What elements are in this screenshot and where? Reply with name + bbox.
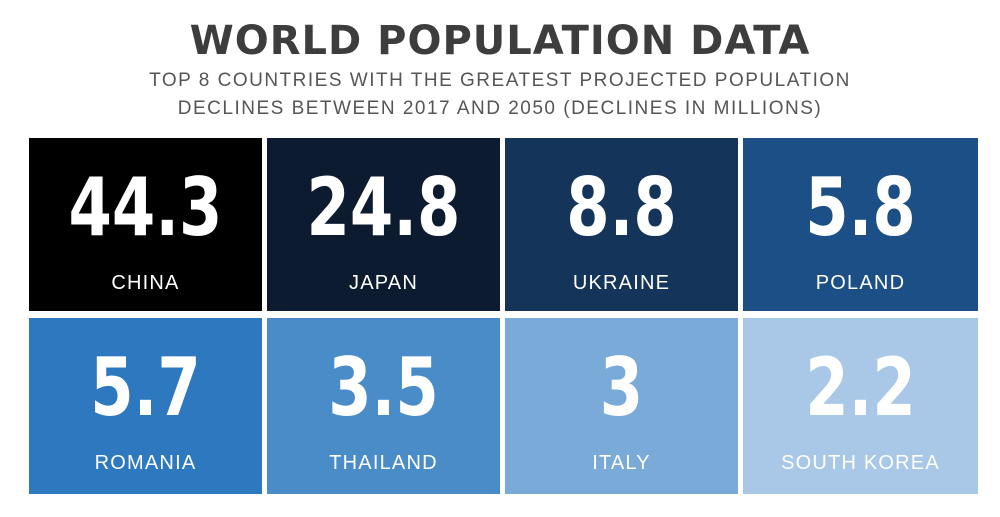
country-name: THAILAND xyxy=(329,452,438,474)
country-tile-poland: 5.8 POLAND xyxy=(743,138,978,311)
chart-title: WORLD POPULATION DATA xyxy=(189,18,811,64)
country-name: JAPAN xyxy=(349,272,418,294)
chart-subtitle-line-1: TOP 8 COUNTRIES WITH THE GREATEST PROJEC… xyxy=(149,70,851,91)
country-name: POLAND xyxy=(815,272,906,294)
country-name: ITALY xyxy=(592,452,651,474)
country-tile-japan: 24.8 JAPAN xyxy=(267,138,500,311)
decline-value: 2.2 xyxy=(805,341,916,434)
country-tile-italy: 3 ITALY xyxy=(505,318,738,494)
decline-value: 8.8 xyxy=(566,161,677,254)
decline-value: 3 xyxy=(599,341,644,434)
country-tile-ukraine: 8.8 UKRAINE xyxy=(505,138,738,311)
decline-value: 3.5 xyxy=(328,341,439,434)
country-tile-china: 44.3 CHINA xyxy=(29,138,262,311)
country-tile-south-korea: 2.2 SOUTH KOREA xyxy=(743,318,978,494)
decline-value: 5.7 xyxy=(90,341,201,434)
country-name: SOUTH KOREA xyxy=(781,452,940,474)
country-tile-grid: 44.3 CHINA 24.8 JAPAN 8.8 UKRAINE 5.8 PO… xyxy=(29,138,978,494)
country-name: CHINA xyxy=(111,272,180,294)
country-name: ROMANIA xyxy=(94,452,197,474)
country-tile-thailand: 3.5 THAILAND xyxy=(267,318,500,494)
decline-value: 24.8 xyxy=(306,161,461,254)
chart-subtitle-line-2: DECLINES BETWEEN 2017 AND 2050 (DECLINES… xyxy=(177,98,823,119)
country-tile-romania: 5.7 ROMANIA xyxy=(29,318,262,494)
decline-value: 44.3 xyxy=(68,161,223,254)
decline-value: 5.8 xyxy=(805,161,916,254)
country-name: UKRAINE xyxy=(572,272,671,294)
